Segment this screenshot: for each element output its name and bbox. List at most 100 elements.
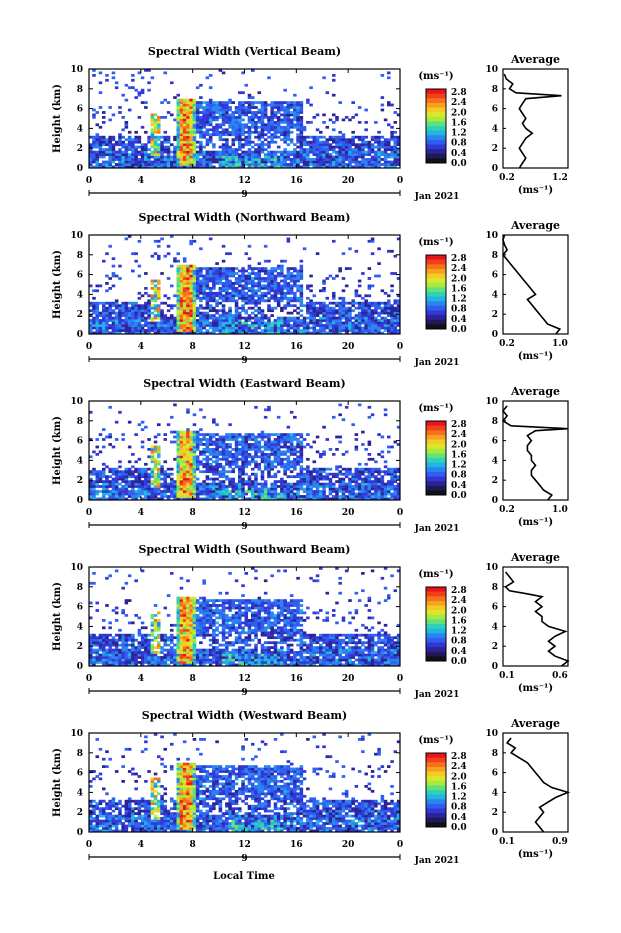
heatmap-cell — [196, 322, 200, 325]
heatmap-cell — [342, 302, 346, 305]
heatmap-cell — [121, 488, 125, 491]
heatmap-cell — [212, 421, 216, 424]
heatmap-cell — [300, 448, 304, 451]
heatmap-cell — [345, 473, 349, 476]
heatmap-cell — [177, 478, 181, 481]
heatmap-cell — [287, 458, 291, 461]
heatmap-cell — [157, 116, 161, 119]
heatmap-cell — [151, 133, 155, 136]
heatmap-cell — [128, 141, 132, 144]
heatmap-cell — [228, 126, 232, 129]
heatmap-cells — [89, 235, 400, 334]
heatmap-cell — [144, 292, 148, 295]
heatmap-cell — [177, 289, 181, 292]
heatmap-cell — [371, 240, 375, 243]
heatmap-cell — [381, 151, 385, 154]
heatmap-cell — [154, 329, 158, 332]
heatmap-cell — [274, 443, 278, 446]
heatmap-cell — [108, 158, 112, 161]
heatmap-cell — [215, 483, 219, 486]
heatmap-cell — [128, 109, 132, 112]
heatmap-cell — [287, 468, 291, 471]
heatmap-cell — [264, 143, 268, 146]
heatmap-cell — [215, 106, 219, 109]
heatmap-cell — [293, 156, 297, 159]
heatmap-cell — [131, 138, 135, 141]
heatmap-cell — [170, 156, 174, 159]
heatmap-cell — [115, 493, 119, 496]
heatmap-cell — [264, 495, 268, 498]
heatmap-cell — [322, 475, 326, 478]
heatmap-cell — [180, 458, 184, 461]
heatmap-cell — [228, 114, 232, 117]
heatmap-cell — [186, 128, 190, 131]
heatmap-cell — [264, 292, 268, 295]
heatmap-cell — [115, 141, 119, 144]
heatmap-cell — [364, 141, 368, 144]
heatmap-cell — [212, 488, 216, 491]
heatmap-cell — [134, 161, 138, 164]
heatmap-cell — [287, 485, 291, 488]
heatmap-cell — [387, 146, 391, 149]
heatmap-cell — [199, 297, 203, 300]
heatmap-cell — [384, 141, 388, 144]
heatmap-cell — [151, 455, 155, 458]
heatmap-cell — [189, 242, 193, 245]
heatmap-cell — [387, 322, 391, 325]
heatmap-cell — [374, 324, 378, 327]
heatmap-cell — [206, 133, 210, 136]
heatmap-cell — [277, 104, 281, 107]
heatmap-cell — [381, 322, 385, 325]
heatmap-cell — [215, 275, 219, 278]
heatmap-cell — [170, 431, 174, 434]
heatmap-cell — [215, 309, 219, 312]
heatmap-cell — [381, 96, 385, 99]
heatmap-cell — [105, 161, 109, 164]
heatmap-cell — [338, 136, 342, 139]
heatmap-cell — [164, 480, 168, 483]
heatmap-cell — [222, 148, 226, 151]
heatmap-cell — [196, 128, 200, 131]
heatmap-cell — [189, 116, 193, 119]
heatmap-cell — [102, 136, 106, 139]
heatmap-cell — [157, 317, 161, 320]
heatmap-cell — [316, 488, 320, 491]
heatmap-cell — [177, 468, 181, 471]
heatmap-cell — [254, 317, 258, 320]
heatmap-cell — [267, 287, 271, 290]
heatmap-cell — [377, 314, 381, 317]
heatmap-cell — [267, 282, 271, 285]
heatmap-cell — [202, 451, 206, 454]
heatmap-cell — [215, 133, 219, 136]
heatmap-cell — [183, 433, 187, 436]
heatmap-cell — [300, 111, 304, 114]
heatmap-cell — [196, 441, 200, 444]
heatmap-cell — [277, 470, 281, 473]
heatmap-cell — [128, 421, 132, 424]
heatmap-cell — [390, 163, 394, 166]
heatmap-cell — [283, 483, 287, 486]
colorbar-tick-label: 0.8 — [451, 305, 467, 315]
heatmap-cell — [164, 327, 168, 330]
date-label: Jan 2021 — [414, 358, 460, 368]
heatmap-cell — [154, 309, 158, 312]
heatmap-cell — [183, 478, 187, 481]
heatmap-cell — [141, 327, 145, 330]
heatmap-cell — [183, 483, 187, 486]
heatmap-cell — [222, 153, 226, 156]
heatmap-cell — [225, 495, 229, 498]
heatmap-cell — [183, 453, 187, 456]
heatmap-cell — [283, 280, 287, 283]
heatmap-cell — [296, 488, 300, 491]
heatmap-cell — [128, 302, 132, 305]
heatmap-cell — [222, 309, 226, 312]
date-marker: 9 — [241, 190, 247, 200]
heatmap-cell — [151, 317, 155, 320]
heatmap-cell — [293, 448, 297, 451]
heatmap-cell — [338, 441, 342, 444]
heatmap-cell — [267, 460, 271, 463]
heatmap-cell — [251, 96, 255, 99]
heatmap-cell — [329, 478, 333, 481]
heatmap-cell — [280, 109, 284, 112]
heatmap-cell — [287, 151, 291, 154]
